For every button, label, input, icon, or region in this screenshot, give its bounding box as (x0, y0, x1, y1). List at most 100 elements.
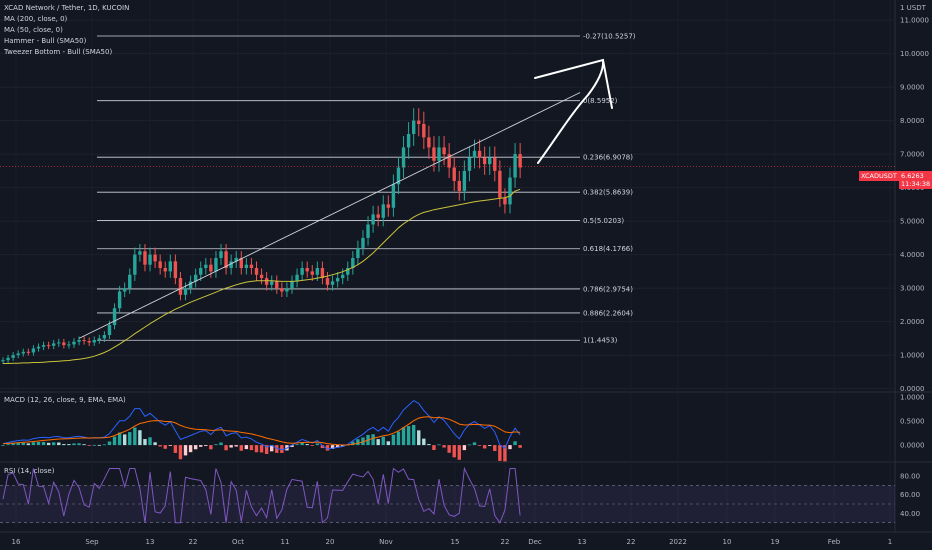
macd-bar (199, 445, 203, 447)
candle-body (391, 184, 396, 208)
candle-body (513, 154, 517, 178)
macd-bar (67, 444, 71, 446)
candle-body (249, 264, 254, 269)
candle-body (117, 291, 122, 309)
candle-body (67, 344, 71, 346)
rsi-label[interactable]: RSI (14, close) (4, 467, 55, 475)
macd-bar (361, 437, 365, 446)
candle-body (209, 264, 213, 272)
macd-bar (432, 445, 436, 450)
candle-body (498, 170, 502, 198)
indicator-ma50[interactable]: MA (50, close, 0) (4, 26, 63, 34)
macd-bar (493, 445, 497, 452)
macd-bar (422, 438, 426, 446)
time-tick-label: 22 (501, 538, 510, 546)
candle-body (351, 257, 355, 269)
macd-bar (193, 445, 198, 450)
fib-level-label: 0(8.5952) (583, 97, 618, 105)
candle-body (188, 281, 193, 289)
macd-bar (178, 445, 183, 460)
candle-body (386, 204, 391, 208)
ma50-line (3, 188, 521, 364)
candle-body (244, 264, 249, 269)
macd-bar (452, 445, 456, 458)
candle-body (254, 268, 259, 275)
candle-body (472, 150, 477, 158)
drawn-arrow[interactable] (534, 58, 613, 164)
macd-bar (503, 445, 507, 462)
macd-bar (315, 443, 320, 446)
candle-body (82, 340, 86, 342)
rsi-tick-label: 60.00 (900, 491, 920, 499)
macd-tick-label: 0.5000 (900, 417, 925, 425)
candle-body (432, 147, 436, 161)
macd-bar (498, 445, 502, 461)
candle-body (396, 167, 401, 185)
macd-bar (204, 445, 208, 447)
macd-bar (447, 445, 451, 453)
candle-body (36, 346, 41, 349)
macd-bar (57, 442, 61, 446)
macd-bar (401, 427, 406, 446)
price-tick-label: 0.0000 (900, 385, 925, 393)
candle-body (264, 278, 269, 285)
indicator-ma200[interactable]: MA (200, close, 0) (4, 15, 68, 23)
indicator-tweezer[interactable]: Tweezer Bottom - Bull (SMA50) (4, 48, 113, 56)
candle-body (376, 214, 380, 218)
price-tick-label: 10.0000 (900, 50, 929, 58)
candle-body (361, 237, 365, 248)
fib-level-label: 0.886(2.2604) (583, 309, 633, 317)
macd-bar (264, 445, 269, 454)
macd-bar (21, 442, 25, 446)
candle-body (452, 167, 456, 181)
price-tag-value: 6.6263 (901, 172, 924, 180)
candle-body (92, 340, 96, 343)
macd-bar (427, 444, 431, 446)
macd-bar (482, 445, 487, 449)
candle-body (183, 288, 188, 295)
time-tick-label: 11 (281, 538, 290, 546)
macd-bar (128, 432, 132, 446)
macd-bar (31, 442, 36, 446)
fib-level-label: -0.27(10.5257) (583, 32, 636, 40)
trendline[interactable] (78, 92, 581, 339)
candle-body (457, 180, 461, 191)
time-tick-label: 19 (771, 538, 780, 546)
macd-bar (472, 442, 477, 446)
candle-body (143, 251, 147, 265)
candle-body (493, 157, 497, 171)
candle-body (158, 261, 162, 269)
candle-body (305, 268, 309, 272)
macd-histogram (1, 424, 522, 462)
candle-body (488, 157, 492, 165)
macd-bar (168, 445, 173, 446)
candle-body (214, 257, 218, 272)
macd-bar (102, 444, 107, 446)
candle-body (406, 134, 411, 148)
candle-body (173, 261, 178, 279)
candle-body (285, 288, 289, 292)
candle-body (72, 341, 76, 345)
time-tick-label: 1 (888, 538, 892, 546)
time-tick-label: 20 (326, 538, 335, 546)
fib-level-label: 0.786(2.9754) (583, 285, 633, 293)
candle-body (462, 170, 467, 191)
price-tick-label: 8.0000 (900, 117, 925, 125)
indicator-hammer[interactable]: Hammer - Bull (SMA50) (4, 37, 87, 45)
macd-bar (249, 445, 254, 451)
time-tick-label: 2022 (669, 538, 687, 546)
candle-body (16, 353, 20, 356)
macd-bar (1, 445, 5, 446)
chart-title: XCAD Network / Tether, 1D, KUCOIN (4, 4, 130, 12)
macd-bar (153, 442, 157, 446)
macd-label[interactable]: MACD (12, 26, close, 9, EMA, EMA) (4, 396, 126, 404)
candle-body (122, 288, 127, 292)
macd-bar (488, 445, 492, 446)
macd-bar (325, 445, 330, 451)
macd-bar (376, 439, 380, 446)
macd-bar (467, 444, 472, 446)
macd-bar (437, 444, 441, 446)
currency-label[interactable]: 1 USDT (900, 4, 926, 12)
price-tick-label: 2.0000 (900, 318, 925, 326)
